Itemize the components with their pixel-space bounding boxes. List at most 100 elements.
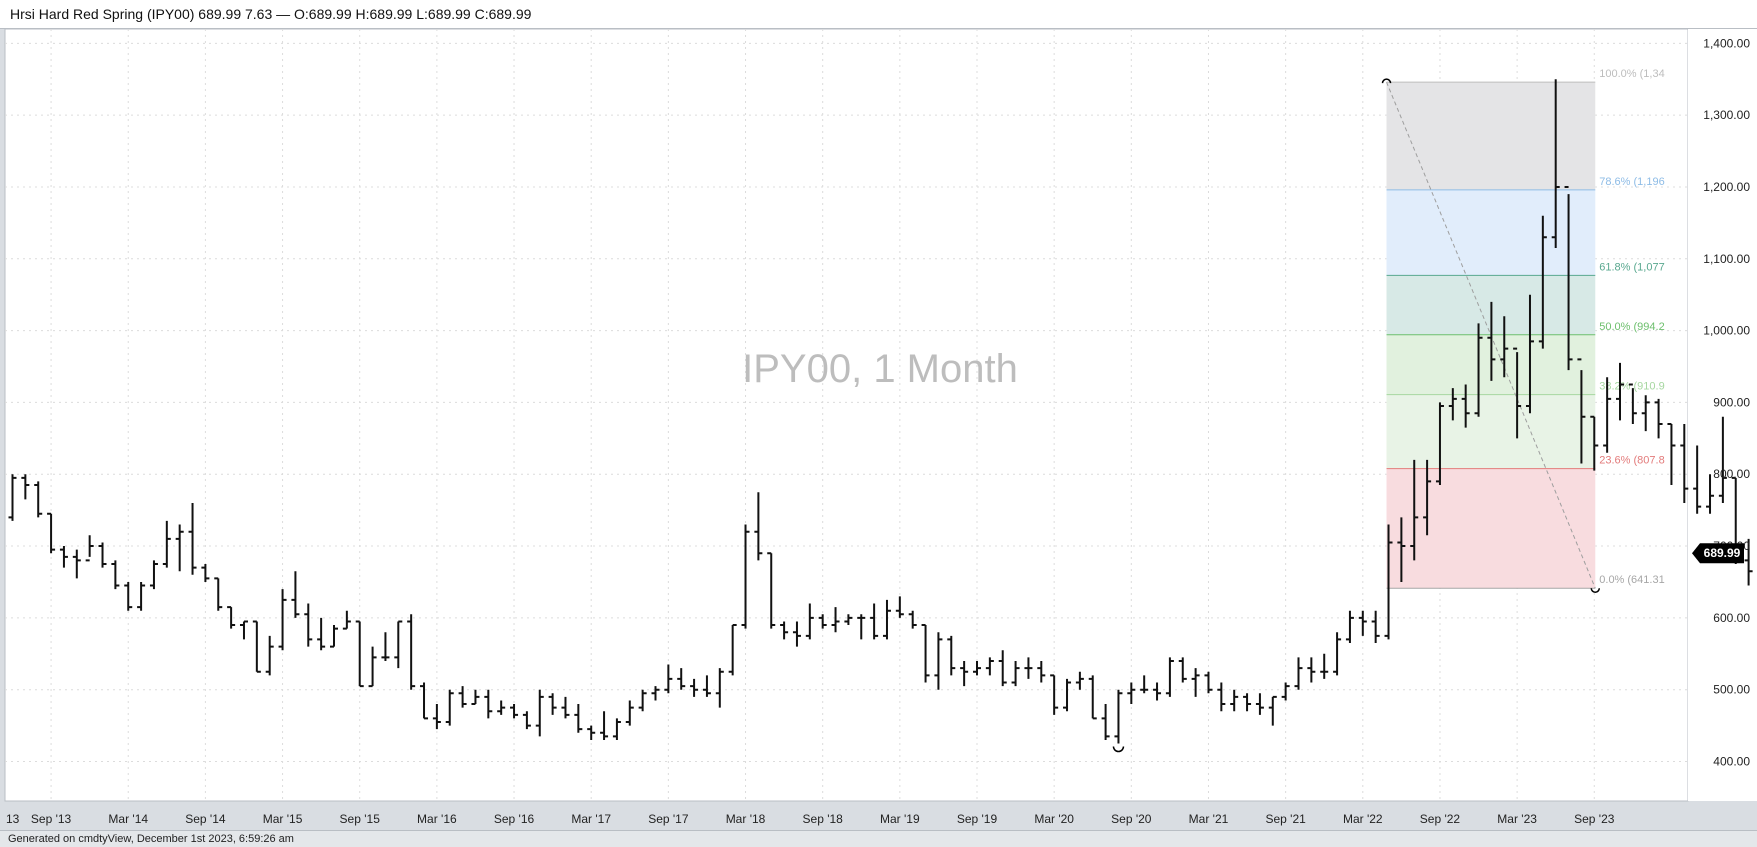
ohlc-bar	[484, 689, 493, 719]
ohlc-bar	[1063, 678, 1072, 712]
ohlc-bar	[162, 520, 171, 568]
ohlc-bar	[664, 664, 673, 694]
ohlc-bar	[1088, 675, 1097, 720]
fib-level-label: 0.0% (641.31	[1599, 574, 1664, 586]
ohlc-bar	[690, 678, 699, 697]
price-tick-label: 1,300.00	[1703, 108, 1750, 122]
ohlc-bar	[1397, 517, 1406, 582]
ohlc-bar	[394, 620, 403, 669]
time-tick-label: Mar '18	[726, 812, 766, 826]
ohlc-bar	[1191, 668, 1200, 697]
price-tick-label: 1,200.00	[1703, 180, 1750, 194]
ohlc-bar	[1448, 388, 1457, 421]
generated-note: Generated on cmdtyView, December 1st 202…	[8, 833, 294, 845]
ohlc-bar	[870, 603, 879, 640]
time-tick-label: Mar '15	[263, 812, 303, 826]
ohlc-bar	[1423, 459, 1432, 536]
ohlc-bar	[252, 620, 261, 673]
price-chart[interactable]: 100.0% (1,34 78.6% (1,196 61.8% (1,077 50.0…	[0, 29, 1757, 830]
price-tick-label: 500.00	[1713, 683, 1750, 697]
ohlc-bar	[792, 621, 801, 647]
ohlc-bar	[381, 632, 390, 661]
ohlc-bar	[471, 689, 480, 706]
ohlc-bar	[445, 689, 454, 726]
time-tick-label: 13	[6, 812, 20, 826]
ohlc-bar	[882, 599, 891, 640]
time-tick-label: Sep '20	[1111, 812, 1152, 826]
fibonacci-retracement[interactable]: 100.0% (1,34 78.6% (1,196 61.8% (1,077 50.0…	[1381, 68, 1665, 593]
price-tick-label: 400.00	[1713, 755, 1750, 769]
price-tick-label: 800.00	[1713, 467, 1750, 481]
ohlc-bar	[921, 624, 930, 683]
time-tick-label: Mar '14	[108, 812, 148, 826]
ohlc-bar	[201, 564, 210, 582]
ohlc-bar	[677, 668, 686, 690]
chart-watermark: IPY00, 1 Month	[742, 347, 1018, 391]
ohlc-bar	[561, 696, 570, 719]
ohlc-bar	[265, 635, 274, 676]
ohlc-bar	[497, 700, 506, 715]
time-tick-label: Sep '23	[1574, 812, 1615, 826]
ohlc-bar	[1165, 657, 1174, 697]
time-tick-label: Mar '20	[1034, 812, 1074, 826]
ohlc-bar	[702, 675, 711, 697]
quote-summary: Hrsi Hard Red Spring (IPY00) 689.99 7.63…	[10, 6, 532, 22]
ohlc-bar	[1603, 377, 1612, 453]
price-axis[interactable]	[1688, 29, 1757, 801]
time-tick-label: Sep '16	[494, 812, 535, 826]
time-tick-label: Sep '14	[185, 812, 226, 826]
chart-footer: Generated on cmdtyView, December 1st 202…	[0, 830, 1757, 847]
ohlc-bar	[818, 614, 827, 629]
low-marker	[1112, 746, 1125, 753]
time-tick-label: Mar '16	[417, 812, 457, 826]
ohlc-bar	[934, 632, 943, 690]
ohlc-bar	[1461, 384, 1470, 428]
ohlc-bar	[1281, 682, 1290, 701]
price-tick-label: 1,100.00	[1703, 252, 1750, 266]
price-tick-label: 1,400.00	[1703, 36, 1750, 50]
ohlc-bar	[947, 635, 956, 676]
ohlc-bar	[844, 614, 853, 626]
time-axis-labels: 13 Sep '13 Mar '14 Sep '14 Mar '15 Sep '15 Mar…	[6, 812, 1615, 826]
ohlc-bar	[239, 620, 248, 640]
ohlc-bar	[1500, 316, 1509, 378]
ohlc-bar	[535, 689, 544, 737]
ohlc-bar	[1551, 79, 1560, 249]
ohlc-bar	[1667, 422, 1676, 486]
price-tag-label: 689.99	[1704, 546, 1741, 560]
fib-low-anchor	[1590, 588, 1601, 593]
ohlc-bar	[548, 693, 557, 715]
time-tick-label: Mar '22	[1343, 812, 1383, 826]
ohlc-bar	[1217, 682, 1226, 712]
price-tick-label: 900.00	[1713, 395, 1750, 409]
time-tick-label: Mar '23	[1497, 812, 1537, 826]
ohlc-bar	[227, 606, 236, 629]
ohlc-bar	[1654, 398, 1663, 439]
ohlc-bar	[124, 581, 133, 611]
ohlc-bar	[1487, 301, 1496, 381]
fib-zone	[1386, 189, 1596, 276]
ohlc-bar	[8, 474, 17, 521]
fib-level-label: 100.0% (1,34	[1599, 68, 1664, 80]
ohlc-bar	[432, 704, 441, 730]
ohlc-bar	[1114, 689, 1123, 744]
ohlc-bar	[1153, 682, 1162, 701]
ohlc-bar	[510, 704, 519, 719]
ohlc-bar	[72, 549, 81, 579]
ohlc-bar	[831, 607, 840, 633]
price-tick-label: 1,000.00	[1703, 324, 1750, 338]
ohlc-bar	[1577, 358, 1586, 464]
ohlc-bar	[651, 686, 660, 701]
ohlc-bar	[1307, 657, 1316, 683]
ohlc-bar	[149, 560, 158, 590]
price-tick-label: 600.00	[1713, 611, 1750, 625]
time-tick-label: Sep '13	[31, 812, 72, 826]
ohlc-bar	[1024, 657, 1033, 679]
ohlc-bar	[1371, 610, 1380, 644]
ohlc-bar	[407, 614, 416, 690]
ohlc-bar	[973, 660, 981, 676]
ohlc-bar	[342, 610, 351, 630]
price-tag-shape	[1692, 543, 1744, 564]
ohlc-bar	[1474, 323, 1483, 417]
time-tick-label: Mar '19	[880, 812, 920, 826]
